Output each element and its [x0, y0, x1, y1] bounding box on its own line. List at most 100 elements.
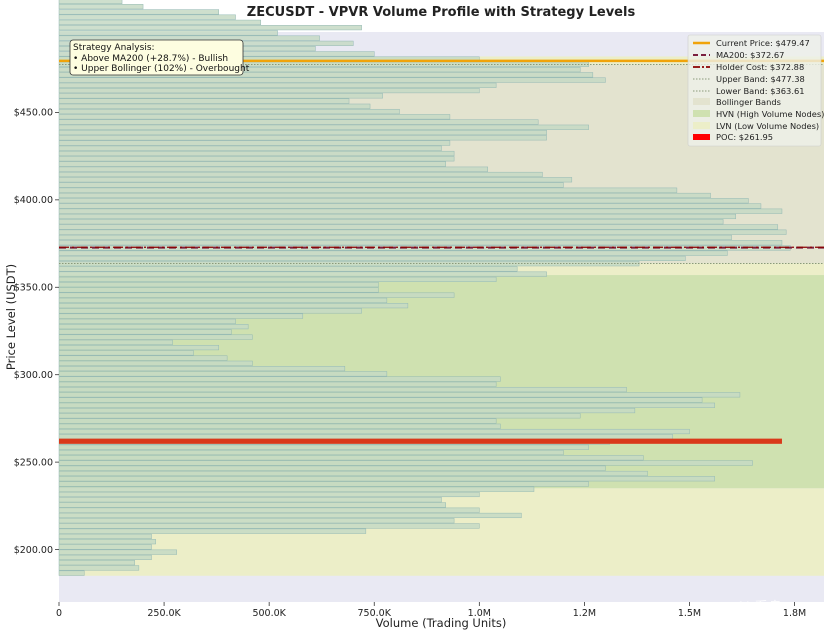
- poc-bar: [59, 438, 782, 444]
- x-tick-label: 250.0K: [147, 608, 181, 619]
- volume-bar: [58, 266, 518, 272]
- volume-bar: [58, 240, 783, 246]
- volume-bar: [58, 355, 228, 361]
- volume-bar: [58, 497, 442, 503]
- volume-bar: [58, 224, 779, 230]
- x-tick-label: 1.5M: [678, 608, 701, 619]
- y-axis-title: Price Level (USDT): [4, 264, 18, 370]
- volume-bar: [58, 287, 379, 293]
- volume-bar: [58, 82, 497, 88]
- volume-bar: [58, 570, 85, 576]
- y-tick-label: $400.00: [14, 195, 53, 206]
- x-tick-label: 500.0K: [252, 608, 286, 619]
- volume-bar: [58, 329, 232, 335]
- volume-bar: [58, 140, 451, 146]
- volume-bar: [58, 129, 547, 136]
- volume-bar: [58, 507, 480, 513]
- volume-bar: [58, 397, 703, 403]
- legend-swatch-hvn: [693, 110, 710, 117]
- legend-swatch-poc: [693, 134, 710, 140]
- legend-label-lower-band: Lower Band: $363.61: [716, 86, 805, 96]
- volume-bar: [58, 544, 152, 550]
- volume-bar: [58, 339, 173, 345]
- volume-bar: [58, 187, 678, 193]
- volume-bar: [58, 413, 581, 419]
- y-tick-label: $200.00: [14, 545, 53, 556]
- volume-bar: [58, 9, 219, 15]
- volume-bar: [58, 93, 383, 99]
- volume-bar: [58, 150, 455, 157]
- volume-bar: [58, 177, 573, 183]
- volume-bar: [58, 491, 480, 498]
- volume-bar: [58, 30, 278, 36]
- volume-bar: [58, 407, 636, 414]
- y-axis: $200.00 $250.00 $300.00 $350.00 $400.00 $450.…: [14, 108, 59, 556]
- volume-bar: [58, 502, 446, 508]
- strategy-annotation: Strategy Analysis: • Above MA200 (+28.7%…: [69, 39, 250, 76]
- volume-bar: [58, 523, 480, 529]
- volume-bar: [58, 14, 236, 20]
- volume-bar: [58, 297, 388, 303]
- volume-bar: [58, 255, 686, 261]
- volume-bar: [58, 402, 715, 408]
- legend-label-poc: POC: $261.95: [716, 132, 773, 142]
- volume-bar: [58, 250, 728, 256]
- volume-bar: [58, 366, 346, 372]
- volume-bar: [58, 166, 488, 172]
- volume-bar: [58, 192, 711, 199]
- volume-bar: [58, 208, 783, 214]
- volume-bar: [58, 303, 409, 309]
- volume-bar: [58, 476, 715, 482]
- volume-bar: [58, 114, 451, 120]
- volume-bar: [58, 282, 379, 288]
- volume-bar: [58, 481, 589, 487]
- x-tick-label: 1.8M: [783, 608, 806, 619]
- annotation-box: [69, 39, 244, 76]
- volume-bar: [58, 486, 535, 492]
- volume-bar: [58, 229, 787, 235]
- volume-bar: [58, 0, 123, 4]
- watermark: @AI 看盘: [722, 599, 782, 616]
- volume-bar: [58, 392, 741, 398]
- volume-bar: [58, 565, 140, 571]
- volume-bar: [58, 313, 304, 319]
- volume-bar: [58, 4, 144, 10]
- volume-bar: [58, 455, 644, 461]
- legend-swatch-bollinger: [693, 98, 710, 105]
- volume-bar: [58, 72, 594, 78]
- volume-bar: [58, 418, 497, 424]
- volume-bar: [58, 518, 455, 524]
- volume-bar: [58, 161, 446, 167]
- legend-label-upper-band: Upper Band: $477.38: [716, 74, 805, 84]
- volume-bar: [58, 103, 371, 109]
- x-tick-label: 0: [56, 608, 62, 619]
- volume-bar: [58, 234, 732, 241]
- legend-box: [687, 34, 822, 147]
- x-tick-label: 1.2M: [573, 608, 596, 619]
- volume-bar: [58, 512, 522, 519]
- volume-bar: [58, 345, 219, 351]
- volume-bar: [58, 98, 350, 104]
- volume-bar: [58, 539, 156, 545]
- volume-bar: [58, 334, 253, 340]
- volume-bar: [58, 423, 501, 429]
- volume-bar: [58, 549, 177, 555]
- legend-label-holder-cost: Holder Cost: $372.88: [716, 62, 804, 72]
- volume-bar: [58, 460, 753, 466]
- volume-bar: [58, 156, 455, 162]
- volume-bar: [58, 271, 547, 277]
- x-axis: 0 250.0K 500.0K 750.0K 1.0M 1.2M 1.5M 1.8M: [56, 602, 806, 619]
- volume-bar: [58, 350, 194, 356]
- volume-bar: [58, 182, 564, 188]
- volume-bar: [58, 124, 589, 130]
- volume-bar: [58, 560, 135, 566]
- volume-bar: [58, 292, 455, 298]
- volume-bar: [58, 198, 749, 204]
- volume-bar: [58, 444, 589, 450]
- volume-bar: [58, 145, 442, 151]
- y-tick-label: $450.00: [14, 108, 53, 119]
- volume-bar: [58, 135, 547, 141]
- legend-label-hvn: HVN (High Volume Nodes): [716, 109, 824, 119]
- volume-bar: [58, 376, 501, 382]
- volume-bar: [58, 360, 253, 366]
